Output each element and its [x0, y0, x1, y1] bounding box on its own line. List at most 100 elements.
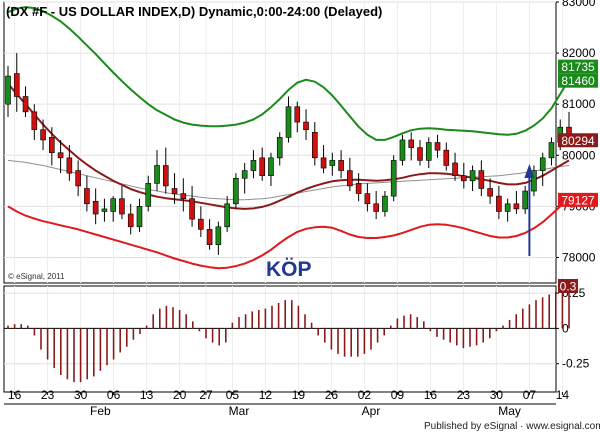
date-axis-label: 07	[523, 388, 537, 402]
month-label: May	[498, 404, 521, 418]
candle-body	[478, 170, 485, 189]
candle-body	[189, 198, 195, 220]
buy-annotation: KÖP	[266, 258, 312, 281]
candle-body	[443, 149, 450, 166]
candle-body	[66, 157, 73, 174]
candle-body	[241, 170, 248, 179]
price-axis-label: 80000	[562, 148, 596, 162]
candle-body	[31, 111, 38, 131]
candle-body	[259, 157, 266, 177]
candle-body	[119, 198, 125, 215]
candle-body	[408, 139, 415, 148]
date-axis-label: 06	[107, 388, 121, 402]
candle-body	[233, 177, 239, 205]
candle-body	[57, 152, 64, 159]
candle-body	[461, 175, 467, 182]
candle-body	[40, 129, 46, 141]
price-tag	[558, 59, 598, 74]
chart-title: (DX #F - US DOLLAR INDEX,D) Dynamic,0:00…	[6, 4, 382, 19]
date-axis-label: 05	[226, 388, 240, 402]
month-label: Apr	[362, 404, 381, 418]
candle-body	[180, 193, 187, 200]
candle-body	[487, 188, 493, 197]
oscillator-axis-label: 0	[562, 321, 569, 335]
candle-body	[522, 190, 528, 210]
price-tag-label: 81735	[561, 60, 595, 74]
candle-body	[198, 218, 204, 230]
oscillator-tag	[558, 279, 578, 293]
candle-body	[215, 226, 222, 245]
candle-body	[276, 137, 283, 159]
month-label: Mar	[229, 404, 250, 418]
price-axis-label: 82000	[562, 46, 596, 60]
date-axis-label: 23	[41, 388, 55, 402]
candle-body	[469, 170, 476, 182]
date-axis-label: 13	[140, 388, 154, 402]
date-axis-label: 19	[292, 388, 306, 402]
candle-body	[75, 170, 81, 187]
candle-body	[92, 200, 99, 215]
candle-body	[136, 206, 143, 228]
price-axis-label: 78000	[562, 250, 596, 264]
candle-body	[513, 203, 520, 210]
candle-body	[320, 157, 327, 169]
candle-body	[127, 213, 134, 228]
candle-body	[355, 183, 362, 194]
candle-body	[224, 203, 230, 228]
candle-body	[311, 131, 318, 159]
date-axis-label: 30	[74, 388, 88, 402]
oscillator-axis-label: -0.25	[562, 357, 590, 371]
candle-body	[5, 75, 11, 105]
candle-body	[162, 165, 169, 187]
price-axis-label: 83000	[562, 0, 596, 9]
candle-body	[496, 195, 502, 212]
date-axis-label: 12	[259, 388, 273, 402]
published-footer: Published by eSignal · www.esignal.com	[424, 421, 600, 432]
price-tag	[558, 133, 598, 148]
date-axis-label: 14	[556, 388, 570, 402]
date-axis-label: 16	[8, 388, 22, 402]
date-axis-label: 27	[199, 388, 213, 402]
price-tag-label: 81460	[561, 74, 595, 88]
middle-band	[7, 83, 570, 210]
candle-body	[206, 229, 213, 245]
candle-body	[22, 96, 29, 113]
candle-body	[390, 160, 397, 197]
date-axis-label: 02	[358, 388, 372, 402]
price-tag-label: 80294	[561, 134, 595, 148]
price-axis-label: 81000	[562, 97, 596, 111]
upper-band	[7, 6, 570, 141]
price-tag-label: 79127	[561, 193, 595, 207]
candle-body	[539, 157, 546, 171]
candle-body	[294, 106, 301, 123]
candle-body	[399, 139, 406, 161]
price-tag	[558, 73, 598, 88]
candle-body	[548, 142, 555, 159]
candle-body	[434, 142, 441, 151]
candle-body	[145, 183, 152, 207]
candle-body	[373, 203, 379, 212]
oscillator-tag-label: 0.3	[560, 280, 577, 294]
candle-body	[338, 160, 344, 171]
candle-body	[250, 160, 257, 171]
candle-body	[417, 147, 423, 161]
candle-body	[364, 193, 371, 205]
candle-body	[504, 203, 511, 212]
candle-body	[101, 208, 108, 212]
date-axis-label: 16	[424, 388, 438, 402]
candle-body	[425, 142, 432, 161]
candle-body	[285, 106, 292, 138]
long-moving-average	[7, 159, 570, 201]
candle-body	[382, 195, 388, 212]
buy-arrow-head	[524, 164, 535, 178]
candle-body	[171, 188, 178, 194]
candle-body	[347, 170, 353, 187]
month-label: Feb	[90, 404, 111, 418]
candle-body	[531, 170, 537, 192]
candle-body	[110, 198, 116, 212]
candle-body	[13, 73, 20, 97]
date-axis-label: 09	[391, 388, 405, 402]
candle-body	[452, 162, 458, 177]
